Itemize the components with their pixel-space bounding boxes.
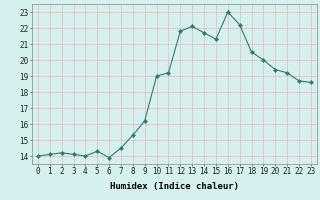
X-axis label: Humidex (Indice chaleur): Humidex (Indice chaleur) bbox=[110, 182, 239, 191]
